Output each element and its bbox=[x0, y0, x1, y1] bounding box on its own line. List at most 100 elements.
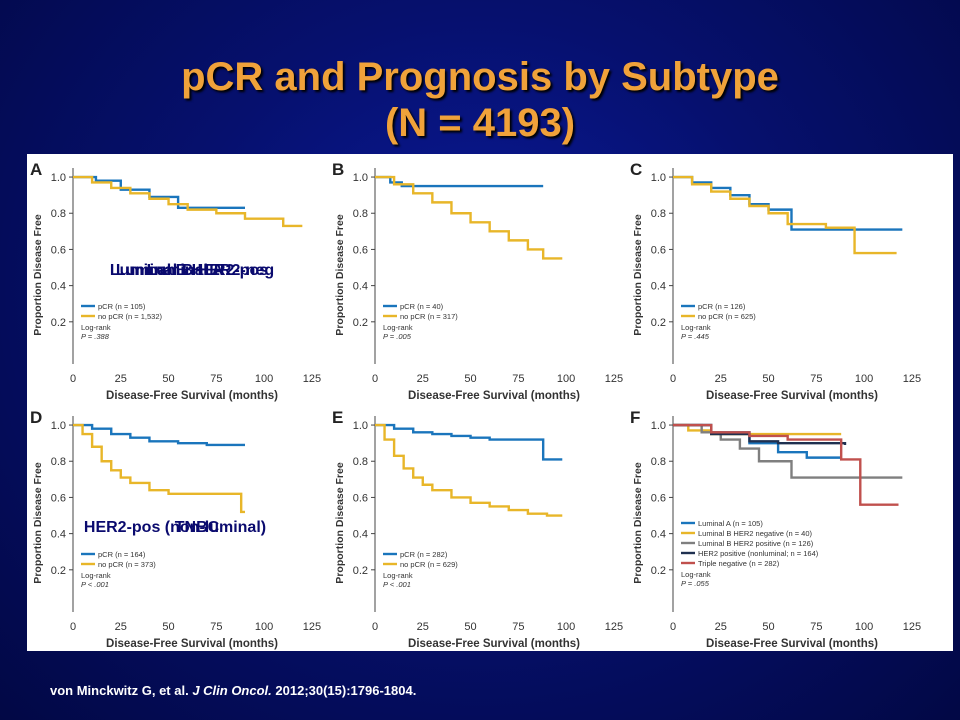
legend-label: Luminal A (n = 105) bbox=[698, 519, 763, 528]
x-tick-label: 125 bbox=[605, 373, 623, 385]
y-tick-label: 0.2 bbox=[51, 565, 66, 577]
x-tick-label: 100 bbox=[557, 373, 575, 385]
km-panel-e: E 0.2 0.4 0.6 0.8 1.0 0 25 50 75 100 125 Disease-Fre… bbox=[332, 408, 623, 650]
legend-label: pCR (n = 126) bbox=[698, 302, 746, 311]
km-figure-panel: A 0.2 0.4 0.6 0.8 1.0 0 25 50 75 100 125 Disease-Fre… bbox=[27, 154, 953, 651]
km-panel-f: F 0.2 0.4 0.6 0.8 1.0 0 25 50 75 100 125 Disease-Fre… bbox=[630, 408, 921, 650]
panel-letter: E bbox=[332, 408, 343, 427]
stat-p-value: P = .055 bbox=[681, 579, 710, 588]
stat-test-label: Log-rank bbox=[681, 570, 711, 579]
km-panel-b: B 0.2 0.4 0.6 0.8 1.0 0 25 50 75 100 125 Disease-Fre… bbox=[332, 160, 623, 402]
y-axis-label: Proportion Disease Free bbox=[334, 462, 346, 584]
x-axis-label: Disease-Free Survival (months) bbox=[408, 638, 580, 650]
subtype-label: TNBC bbox=[175, 519, 220, 536]
x-tick-label: 125 bbox=[303, 373, 321, 385]
x-tick-label: 50 bbox=[162, 621, 174, 633]
x-axis-label: Disease-Free Survival (months) bbox=[408, 390, 580, 402]
x-tick-label: 75 bbox=[512, 373, 524, 385]
y-tick-label: 0.8 bbox=[51, 208, 66, 220]
legend-label: pCR (n = 40) bbox=[400, 302, 444, 311]
x-tick-label: 75 bbox=[810, 373, 822, 385]
subtype-label: Luminal B HER2-neg bbox=[116, 262, 274, 279]
x-tick-label: 100 bbox=[557, 621, 575, 633]
y-tick-label: 0.6 bbox=[651, 244, 666, 256]
x-axis-label: Disease-Free Survival (months) bbox=[706, 390, 878, 402]
x-tick-label: 0 bbox=[372, 621, 378, 633]
km-series-2 bbox=[375, 423, 563, 517]
x-tick-label: 50 bbox=[762, 373, 774, 385]
y-tick-label: 0.6 bbox=[353, 244, 368, 256]
y-axis-label: Proportion Disease Free bbox=[32, 214, 44, 336]
slide-title-line-2: (N = 4193) bbox=[384, 101, 576, 145]
stat-p-value: P < .001 bbox=[383, 580, 411, 589]
y-tick-label: 0.2 bbox=[353, 317, 368, 329]
panel-letter: A bbox=[30, 160, 42, 179]
legend-label: no pCR (n = 373) bbox=[98, 560, 156, 569]
km-series-2 bbox=[375, 175, 563, 260]
stat-test-label: Log-rank bbox=[81, 571, 111, 580]
subtype-label: HER2-pos (non-luminal) bbox=[84, 519, 266, 536]
km-series-3 bbox=[673, 423, 903, 479]
x-tick-label: 100 bbox=[855, 373, 873, 385]
x-tick-label: 100 bbox=[255, 621, 273, 633]
x-tick-label: 50 bbox=[464, 621, 476, 633]
y-axis-label: Proportion Disease Free bbox=[334, 214, 346, 336]
y-tick-label: 0.4 bbox=[353, 529, 368, 541]
y-tick-label: 0.4 bbox=[51, 281, 66, 293]
x-tick-label: 0 bbox=[70, 373, 76, 385]
y-tick-label: 0.4 bbox=[51, 529, 66, 541]
y-tick-label: 0.2 bbox=[651, 565, 666, 577]
y-tick-label: 0.4 bbox=[353, 281, 368, 293]
panel-letter: F bbox=[630, 408, 640, 427]
y-tick-label: 1.0 bbox=[51, 172, 66, 184]
y-axis-label: Proportion Disease Free bbox=[632, 462, 644, 584]
legend-label: Triple negative (n = 282) bbox=[698, 559, 780, 568]
y-tick-label: 0.6 bbox=[51, 492, 66, 504]
x-axis-label: Disease-Free Survival (months) bbox=[106, 638, 278, 650]
x-tick-label: 75 bbox=[810, 621, 822, 633]
legend-label: no pCR (n = 625) bbox=[698, 312, 756, 321]
km-panel-d: D 0.2 0.4 0.6 0.8 1.0 0 25 50 75 100 125 Disease-Fre… bbox=[30, 408, 321, 650]
legend-label: pCR (n = 164) bbox=[98, 550, 146, 559]
stat-test-label: Log-rank bbox=[383, 571, 413, 580]
stat-p-value: P < .001 bbox=[81, 580, 109, 589]
slide-title-line-1: pCR and Prognosis by Subtype bbox=[181, 55, 779, 99]
y-axis-label: Proportion Disease Free bbox=[32, 462, 44, 584]
stat-p-value: P = .005 bbox=[383, 332, 412, 341]
x-tick-label: 25 bbox=[115, 373, 127, 385]
subtype-label: Luminal A bbox=[147, 262, 224, 279]
legend-label: HER2 positive (nonluminal; n = 164) bbox=[698, 549, 819, 558]
y-tick-label: 1.0 bbox=[51, 420, 66, 432]
citation-details: 2012;30(15):1796-1804. bbox=[271, 683, 417, 698]
x-tick-label: 50 bbox=[464, 373, 476, 385]
x-axis-label: Disease-Free Survival (months) bbox=[106, 390, 278, 402]
legend-label: pCR (n = 282) bbox=[400, 550, 448, 559]
x-tick-label: 50 bbox=[162, 373, 174, 385]
x-tick-label: 0 bbox=[70, 621, 76, 633]
x-tick-label: 100 bbox=[255, 373, 273, 385]
y-tick-label: 1.0 bbox=[651, 420, 666, 432]
legend-label: Luminal B HER2 negative (n = 40) bbox=[698, 529, 813, 538]
x-tick-label: 25 bbox=[417, 621, 429, 633]
y-tick-label: 0.2 bbox=[651, 317, 666, 329]
stat-test-label: Log-rank bbox=[383, 323, 413, 332]
citation: von Minckwitz G, et al. J Clin Oncol. 20… bbox=[50, 683, 416, 698]
legend-label: Luminal B HER2 positive (n = 126) bbox=[698, 539, 814, 548]
x-tick-label: 25 bbox=[715, 373, 727, 385]
x-tick-label: 125 bbox=[605, 621, 623, 633]
km-series-2 bbox=[673, 423, 842, 436]
legend-label: no pCR (n = 1,532) bbox=[98, 312, 162, 321]
legend-label: no pCR (n = 317) bbox=[400, 312, 458, 321]
km-panel-a: A 0.2 0.4 0.6 0.8 1.0 0 25 50 75 100 125 Disease-Fre… bbox=[30, 160, 321, 402]
y-tick-label: 0.8 bbox=[51, 456, 66, 468]
legend-label: no pCR (n = 629) bbox=[400, 560, 458, 569]
stat-p-value: P = .388 bbox=[81, 332, 110, 341]
y-tick-label: 0.8 bbox=[353, 456, 368, 468]
y-tick-label: 0.2 bbox=[51, 317, 66, 329]
y-tick-label: 0.6 bbox=[353, 492, 368, 504]
y-tick-label: 0.4 bbox=[651, 529, 666, 541]
x-tick-label: 25 bbox=[715, 621, 727, 633]
x-tick-label: 125 bbox=[903, 621, 921, 633]
stat-p-value: P = .445 bbox=[681, 332, 710, 341]
x-tick-label: 125 bbox=[903, 373, 921, 385]
